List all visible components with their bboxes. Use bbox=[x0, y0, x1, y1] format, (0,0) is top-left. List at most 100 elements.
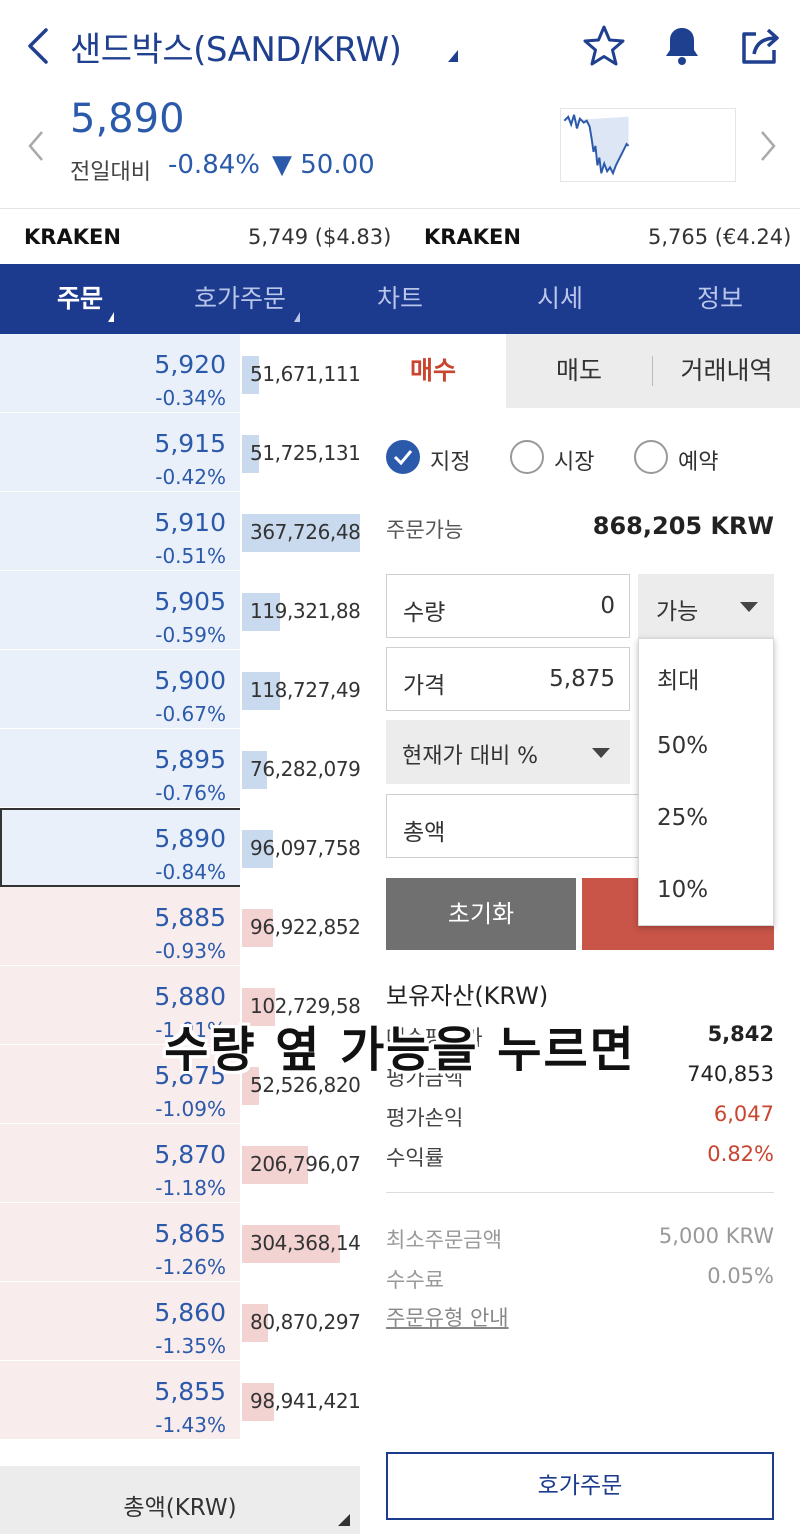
orderbook-row[interactable]: 5,900 -0.67% 118,727,497 bbox=[0, 650, 373, 729]
orderbook-row[interactable]: 5,895 -0.76% 76,282,079 bbox=[0, 729, 361, 808]
orderbook-rate: -0.42% bbox=[155, 465, 226, 489]
tab-quote-order[interactable]: 호가주문 bbox=[193, 284, 286, 313]
orderbook-rate: -0.51% bbox=[155, 544, 226, 568]
exchange-prices: KRAKEN 5,749 ($4.83) KRAKEN 5,765 (€4.24… bbox=[0, 208, 800, 264]
tab-divider bbox=[652, 356, 653, 386]
orderbook-qty-bar bbox=[242, 435, 259, 473]
orderbook-qty-bar bbox=[242, 1225, 340, 1263]
reset-button[interactable]: 초기화 bbox=[386, 878, 576, 950]
compare-label: 전일대비 bbox=[70, 160, 151, 185]
orderbook-qty-bar bbox=[242, 1146, 308, 1184]
order-type-guide-link[interactable]: 주문유형 안내 bbox=[386, 1306, 509, 1330]
back-icon[interactable] bbox=[22, 26, 56, 66]
orderbook-row[interactable]: 5,860 -1.35% 80,870,297 bbox=[0, 1282, 361, 1361]
header: 샌드박스(SAND/KRW) 5,890 전일대비 -0.84% ▼ 50.00 bbox=[0, 0, 800, 208]
orderbook-price: 5,860 bbox=[154, 1298, 226, 1327]
orderbook-rate: -1.26% bbox=[155, 1255, 226, 1279]
price-label: 가격 bbox=[403, 673, 446, 699]
orderbook-row[interactable]: 5,920 -0.34% 51,671,111 bbox=[0, 334, 361, 413]
orderbook-row[interactable]: 5,855 -1.43% 98,941,421 bbox=[0, 1361, 361, 1440]
orderbook-qty: 80,870,297 bbox=[250, 1310, 361, 1334]
dropdown-option-50[interactable]: 50% bbox=[657, 733, 709, 759]
book-footer-label: 총액(KRW) bbox=[123, 1495, 237, 1521]
title-dropdown-icon[interactable] bbox=[448, 50, 458, 62]
tab-info[interactable]: 정보 bbox=[696, 284, 743, 313]
info-value: 5,000 KRW bbox=[658, 1224, 774, 1248]
percent-select[interactable]: 현재가 대비 % bbox=[386, 720, 630, 784]
asset-value: 5,842 bbox=[707, 1022, 774, 1046]
next-icon[interactable] bbox=[756, 126, 780, 166]
price-field[interactable]: 가격 5,875 bbox=[386, 647, 630, 711]
page-title[interactable]: 샌드박스(SAND/KRW) bbox=[70, 30, 402, 70]
orderbook-qty-bar bbox=[242, 909, 273, 947]
quantity-ratio-label: 가능 bbox=[656, 599, 699, 625]
orderbook-row[interactable]: 5,880 -1.01% 102,729,582 bbox=[0, 966, 373, 1045]
tab-caret-icon bbox=[294, 312, 300, 322]
dropdown-option-10[interactable]: 10% bbox=[657, 877, 709, 903]
check-icon bbox=[386, 440, 420, 474]
orderbook-qty: 367,726,483 bbox=[250, 520, 373, 544]
orderbook-rate: -1.18% bbox=[155, 1176, 226, 1200]
orderbook-row[interactable]: 5,870 -1.18% 206,796,079 bbox=[0, 1124, 373, 1203]
orderbook-qty-cell: 206,796,079 bbox=[240, 1124, 373, 1203]
quantity-ratio-dropdown: 최대 50% 25% 10% bbox=[638, 638, 774, 926]
orderbook-price: 5,905 bbox=[154, 587, 226, 616]
order-type-label: 지정 bbox=[430, 450, 471, 475]
change-diff: ▼ 50.00 bbox=[272, 150, 375, 180]
assets-title: 보유자산(KRW) bbox=[386, 982, 549, 1010]
prev-icon[interactable] bbox=[24, 126, 48, 166]
orderbook-price: 5,920 bbox=[154, 350, 226, 379]
order-book: 5,920 -0.34% 51,671,111 5,915 -0.42% 51,725,1… bbox=[0, 334, 373, 1464]
orderbook-row[interactable]: 5,910 -0.51% 367,726,483 bbox=[0, 492, 373, 571]
asset-value: 0.82% bbox=[707, 1142, 774, 1166]
orderbook-qty: 102,729,582 bbox=[250, 994, 373, 1018]
tab-sell[interactable]: 매도 bbox=[555, 356, 602, 385]
book-footer[interactable]: 총액(KRW) bbox=[0, 1466, 360, 1534]
orderbook-qty: 96,097,758 bbox=[250, 836, 361, 860]
orderbook-qty-cell: 52,526,820 bbox=[240, 1045, 361, 1124]
orderbook-qty: 304,368,141 bbox=[250, 1231, 373, 1255]
asset-row: 매수평균가 5,842 bbox=[386, 1022, 774, 1052]
orderbook-row[interactable]: 5,905 -0.59% 119,321,887 bbox=[0, 571, 373, 650]
orderbook-row[interactable]: 5,865 -1.26% 304,368,141 bbox=[0, 1203, 373, 1282]
quantity-ratio-select[interactable]: 가능 bbox=[638, 574, 774, 638]
orderbook-row[interactable]: 5,885 -0.93% 96,922,852 bbox=[0, 887, 361, 966]
orderbook-rate: -1.43% bbox=[155, 1413, 226, 1437]
orderbook-rate: -0.34% bbox=[155, 386, 226, 410]
orderbook-row[interactable]: 5,875 -1.09% 52,526,820 bbox=[0, 1045, 361, 1124]
chevron-down-icon bbox=[740, 602, 758, 612]
orderbook-qty-bar bbox=[242, 593, 280, 631]
asset-row: 평가손익 6,047 bbox=[386, 1102, 774, 1132]
dropdown-option-max[interactable]: 최대 bbox=[657, 668, 700, 694]
orderbook-qty-cell: 98,941,421 bbox=[240, 1361, 361, 1440]
order-panel: 매수 매도 거래내역 지정 시장 예약 주문가능 868,205 KRW 수량 … bbox=[360, 334, 800, 1534]
order-type-label: 예약 bbox=[678, 450, 719, 475]
quantity-field[interactable]: 수량 0 bbox=[386, 574, 630, 638]
dropdown-option-25[interactable]: 25% bbox=[657, 805, 709, 831]
tab-chart[interactable]: 차트 bbox=[376, 284, 423, 313]
asset-label: 평가금액 bbox=[386, 1066, 464, 1090]
orderbook-rate: -0.67% bbox=[155, 702, 226, 726]
orderbook-qty: 51,671,111 bbox=[250, 362, 361, 386]
tab-market[interactable]: 시세 bbox=[536, 284, 583, 313]
orderbook-price: 5,900 bbox=[154, 666, 226, 695]
bell-icon[interactable] bbox=[658, 22, 706, 70]
orderbook-qty: 98,941,421 bbox=[250, 1389, 361, 1413]
orderbook-qty-cell: 304,368,141 bbox=[240, 1203, 373, 1282]
orderbook-row[interactable]: 5,890 -0.84% 96,097,758 bbox=[0, 808, 361, 887]
orderbook-qty-bar bbox=[242, 751, 267, 789]
orderbook-rate: -0.59% bbox=[155, 623, 226, 647]
available-label: 주문가능 bbox=[386, 518, 464, 542]
tab-history[interactable]: 거래내역 bbox=[680, 356, 773, 385]
orderbook-row[interactable]: 5,915 -0.42% 51,725,131 bbox=[0, 413, 361, 492]
asset-label: 매수평균가 bbox=[386, 1026, 483, 1050]
radio-icon bbox=[634, 440, 668, 474]
star-icon[interactable] bbox=[580, 22, 628, 70]
quote-order-button[interactable]: 호가주문 bbox=[386, 1452, 774, 1520]
asset-value: 6,047 bbox=[713, 1102, 774, 1126]
mini-chart[interactable] bbox=[560, 108, 736, 182]
share-icon[interactable] bbox=[736, 22, 784, 70]
tab-buy[interactable]: 매수 bbox=[360, 334, 506, 408]
tab-order[interactable]: 주문 bbox=[56, 284, 103, 313]
orderbook-qty-cell: 119,321,887 bbox=[240, 571, 373, 650]
